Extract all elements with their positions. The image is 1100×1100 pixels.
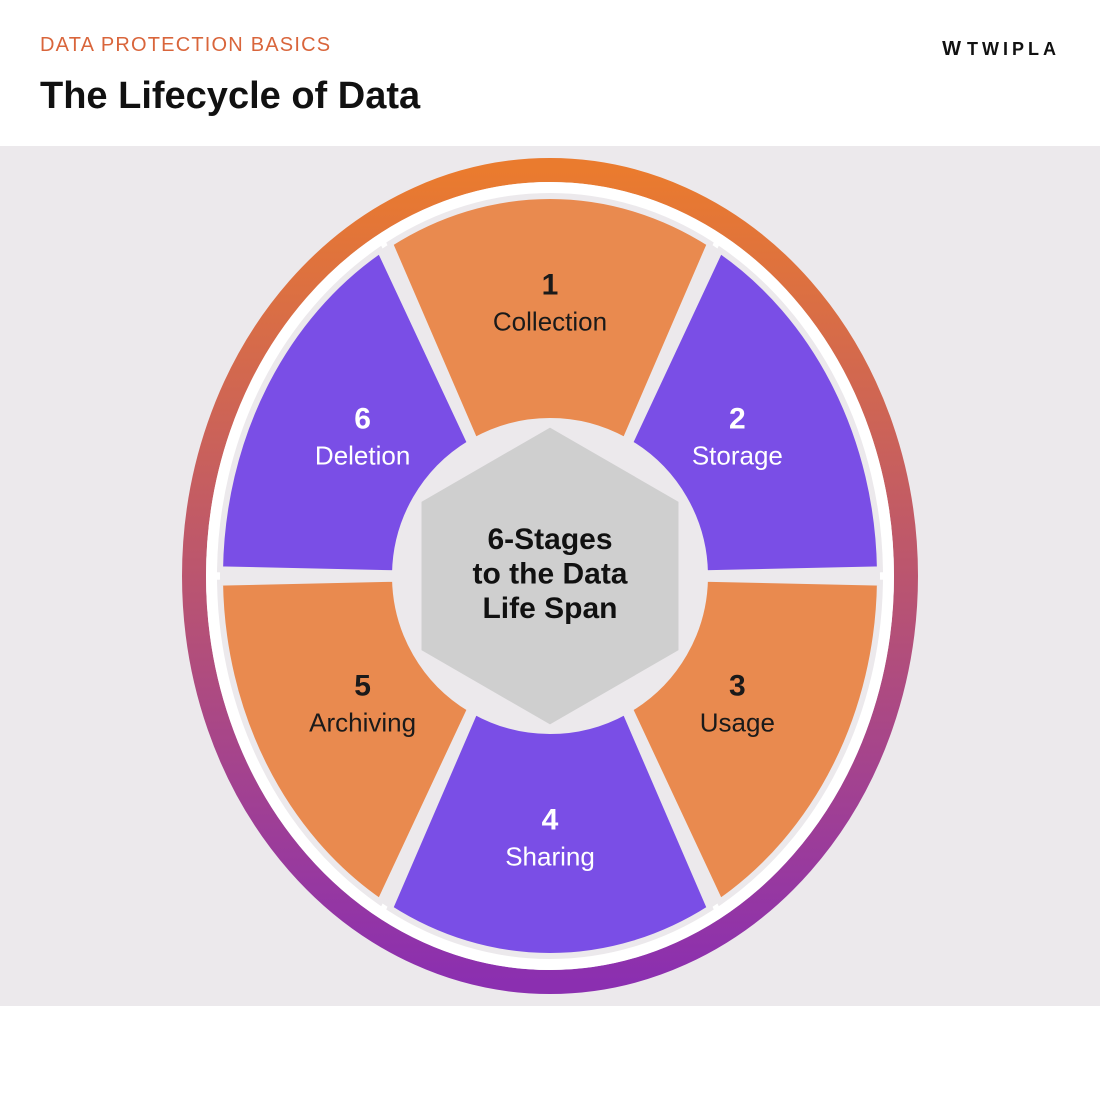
page-title: The Lifecycle of Data	[40, 75, 420, 118]
lifecycle-diagram: 1 Collection 2 Storage 3 Usage 4 Sharing 5 Archiv…	[170, 156, 930, 996]
brand-name: TWIPLA	[967, 39, 1060, 60]
header-left: DATA PROTECTION BASICS The Lifecycle of …	[40, 34, 420, 118]
segment-number: 2	[729, 402, 746, 435]
segment-number: 1	[542, 269, 559, 302]
segment-label: Collection	[493, 307, 607, 337]
brand: W TWIPLA	[942, 38, 1060, 61]
segment-number: 6	[354, 402, 371, 435]
segment-label: Deletion	[315, 440, 410, 470]
segment-label: Sharing	[505, 841, 595, 871]
eyebrow-text: DATA PROTECTION BASICS	[40, 34, 420, 57]
header: DATA PROTECTION BASICS The Lifecycle of …	[0, 0, 1100, 136]
segment-label: Usage	[700, 708, 775, 738]
diagram-area: 1 Collection 2 Storage 3 Usage 4 Sharing 5 Archiv…	[0, 146, 1100, 1006]
segment-label: Archiving	[309, 708, 416, 738]
segment-number: 3	[729, 670, 746, 703]
center-text: 6-Stagesto the DataLife Span	[472, 523, 627, 625]
brand-logo-icon: W	[942, 38, 961, 61]
segment-number: 4	[542, 803, 559, 836]
segment-number: 5	[354, 670, 371, 703]
segment-label: Storage	[692, 440, 783, 470]
